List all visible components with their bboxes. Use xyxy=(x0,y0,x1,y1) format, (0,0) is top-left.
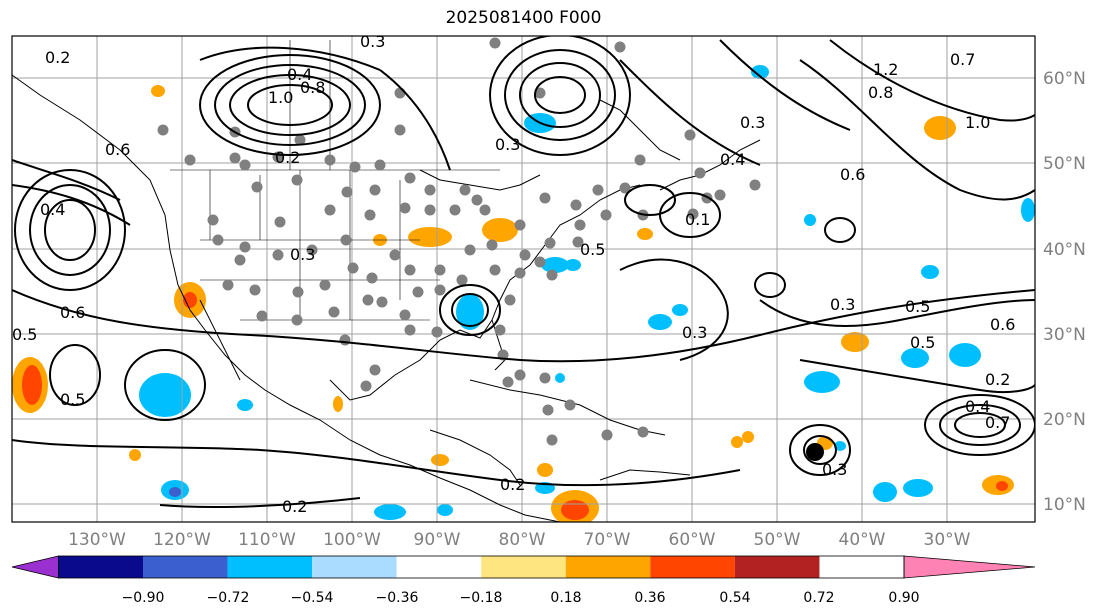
contour-label-group: 0.2 0.3 0.4 1.0 0.8 0.2 0.5 0.6 0.4 0.3 … xyxy=(12,32,1015,516)
contour-label: 0.5 xyxy=(12,325,37,344)
colorbar-swatch xyxy=(565,556,651,578)
contour-label: 1.2 xyxy=(873,60,898,79)
colorbar-swatch xyxy=(227,556,313,578)
lon-label: 130°W xyxy=(68,530,126,550)
storm-center-marker xyxy=(806,443,824,461)
lon-label: 80°W xyxy=(499,530,546,550)
contour-label: 0.6 xyxy=(840,165,865,184)
colorbar-swatch xyxy=(650,556,735,578)
contour-label: 0.3 xyxy=(495,135,520,154)
colorbar-swatch xyxy=(143,556,228,578)
colorbar-tick-label: −0.90 xyxy=(122,590,165,606)
lon-label: 60°W xyxy=(669,530,716,550)
colorbar-tick-label: −0.54 xyxy=(291,590,334,606)
contour-label: 0.4 xyxy=(965,397,990,416)
colorbar-extend-min xyxy=(11,555,59,579)
colorbar-swatch xyxy=(312,556,397,578)
contour-label: 0.6 xyxy=(990,315,1015,334)
lon-label: 50°W xyxy=(754,530,801,550)
colorbar-swatch xyxy=(481,556,566,578)
contour-label: 0.5 xyxy=(905,297,930,316)
contour-label: 0.4 xyxy=(287,65,312,84)
contour-lines xyxy=(12,36,1035,509)
lat-label: 40°N xyxy=(1043,240,1086,260)
contour-label: 0.3 xyxy=(360,32,385,51)
lat-label: 30°N xyxy=(1043,325,1086,345)
contour-label: 0.5 xyxy=(910,333,935,352)
contour-label: 0.4 xyxy=(720,150,745,169)
contour-label: 0.3 xyxy=(822,460,847,479)
colorbar-tick-labels: −0.90 −0.72 −0.54 −0.36 −0.18 0.18 0.36 … xyxy=(122,590,920,606)
colorbar-tick-label: 0.36 xyxy=(634,590,665,606)
colorbar-tick-label: −0.18 xyxy=(460,590,503,606)
contour-label: 0.4 xyxy=(40,200,65,219)
contour-label: 0.2 xyxy=(282,497,307,516)
colorbar-tick-label: 0.54 xyxy=(719,590,750,606)
contour-label: 0.2 xyxy=(985,370,1010,389)
colorbar-tick-label: −0.72 xyxy=(207,590,250,606)
colorbar-extend-max xyxy=(903,555,1036,579)
contour-label: 0.1 xyxy=(685,210,710,229)
contour-label: 0.2 xyxy=(500,475,525,494)
contour-label: 0.8 xyxy=(300,78,325,97)
contour-label: 0.3 xyxy=(830,295,855,314)
colorbar xyxy=(11,555,1036,579)
map-frame xyxy=(11,35,1036,523)
lat-label: 20°N xyxy=(1043,410,1086,430)
colorbar-swatch xyxy=(396,556,482,578)
colorbar-tick-label: 0.18 xyxy=(550,590,581,606)
colorbar-tick-label: 0.72 xyxy=(803,590,834,606)
map-title: 2025081400 F000 xyxy=(445,8,602,28)
lon-label: 30°W xyxy=(924,530,971,550)
contour-label: 0.3 xyxy=(740,113,765,132)
lat-label: 60°N xyxy=(1043,69,1086,89)
colorbar-tick-label: 0.90 xyxy=(888,590,919,606)
contour-label: 0.5 xyxy=(60,390,85,409)
lat-label: 50°N xyxy=(1043,154,1086,174)
lon-label: 40°W xyxy=(839,530,886,550)
contour-label: 0.2 xyxy=(45,48,70,67)
contour-label: 0.2 xyxy=(275,148,300,167)
lon-label: 70°W xyxy=(584,530,631,550)
contour-label: 0.7 xyxy=(985,413,1010,432)
colorbar-swatch xyxy=(58,556,143,578)
colorbar-swatch xyxy=(734,556,820,578)
shaded-anomalies xyxy=(12,65,1035,522)
contour-label: 0.7 xyxy=(950,50,975,69)
colorbar-outline xyxy=(58,555,905,579)
contour-label: 1.0 xyxy=(965,113,990,132)
contour-label: 0.8 xyxy=(868,83,893,102)
lat-label: 10°N xyxy=(1043,495,1086,515)
contour-label: 0.3 xyxy=(290,245,315,264)
lon-label: 90°W xyxy=(414,530,461,550)
colorbar-tick-label: −0.36 xyxy=(376,590,419,606)
contour-label: 0.3 xyxy=(682,323,707,342)
contour-label: 1.0 xyxy=(268,88,293,107)
lon-label: 120°W xyxy=(153,530,211,550)
station-markers xyxy=(157,37,761,446)
contour-label: 0.6 xyxy=(60,303,85,322)
contour-label: 0.6 xyxy=(105,140,130,159)
lon-label: 100°W xyxy=(323,530,381,550)
lon-label: 110°W xyxy=(238,530,296,550)
longitude-labels: 130°W 120°W 110°W 100°W 90°W 80°W 70°W 6… xyxy=(68,530,971,550)
latitude-labels: 60°N 50°N 40°N 30°N 20°N 10°N xyxy=(1043,69,1086,515)
contour-label: 0.5 xyxy=(580,240,605,259)
